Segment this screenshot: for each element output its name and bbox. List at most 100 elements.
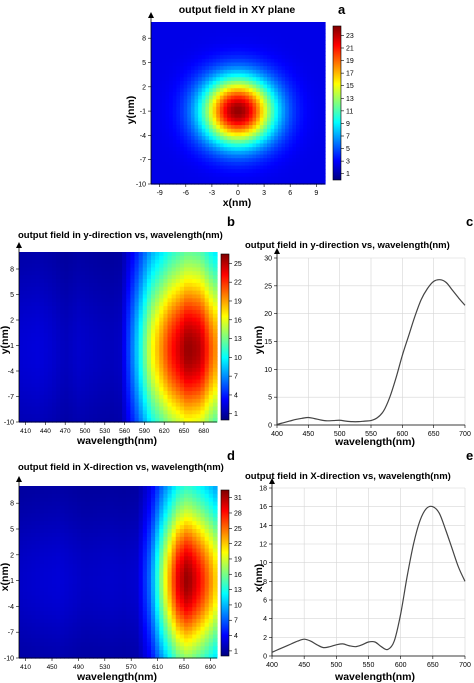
heatmap-cell bbox=[180, 58, 185, 64]
heatmap-cell bbox=[97, 306, 103, 311]
heatmap-cell bbox=[180, 180, 185, 185]
heatmap-cell bbox=[208, 489, 214, 495]
heatmap-cell bbox=[288, 132, 293, 137]
heatmap-cell bbox=[43, 333, 49, 338]
heatmap-cell bbox=[23, 313, 28, 319]
heatmap-cell bbox=[317, 80, 322, 86]
heatmap-cell bbox=[85, 418, 90, 423]
heatmap-cell bbox=[281, 25, 286, 30]
heatmap-cell bbox=[158, 106, 163, 111]
heatmap-cell bbox=[19, 402, 24, 408]
heatmap-cell bbox=[288, 88, 293, 93]
heatmap-cell bbox=[155, 294, 160, 299]
heatmap-cell bbox=[317, 22, 322, 27]
heatmap-cell bbox=[171, 513, 177, 518]
heatmap-cell bbox=[154, 132, 159, 137]
heatmap-cell bbox=[19, 525, 24, 530]
heatmap-cell bbox=[192, 493, 197, 499]
heatmap-cell bbox=[175, 398, 181, 404]
heatmap-cell bbox=[97, 383, 103, 388]
heatmap-cell bbox=[179, 302, 185, 307]
heatmap-cell bbox=[101, 410, 107, 415]
heatmap-cell bbox=[252, 73, 257, 78]
heatmap-cell bbox=[241, 88, 246, 93]
heatmap-cell bbox=[179, 271, 185, 276]
heatmap-cell bbox=[35, 505, 41, 511]
heatmap-cell bbox=[292, 69, 297, 75]
heatmap-cell bbox=[151, 414, 156, 419]
heatmap-cell bbox=[245, 161, 250, 167]
heatmap-cell bbox=[151, 33, 156, 38]
heatmap-cell bbox=[52, 290, 57, 296]
heatmap-cell bbox=[151, 505, 156, 511]
heatmap-cell bbox=[256, 80, 261, 86]
heatmap-cell bbox=[241, 150, 246, 156]
heatmap-cell bbox=[310, 117, 315, 123]
heatmap-cell bbox=[154, 95, 159, 100]
panel-a-title: output field in XY plane bbox=[179, 4, 296, 16]
heatmap-cell bbox=[146, 383, 152, 388]
heatmap-cell bbox=[179, 317, 185, 323]
heatmap-cell bbox=[183, 22, 188, 27]
heatmap-cell bbox=[216, 95, 221, 100]
heatmap-cell bbox=[285, 33, 290, 38]
heatmap-cell bbox=[142, 340, 148, 346]
heatmap-cell bbox=[184, 352, 189, 357]
heatmap-cell bbox=[93, 356, 98, 361]
heatmap-cell bbox=[19, 271, 24, 276]
heatmap-cell bbox=[306, 62, 312, 67]
heatmap-cell bbox=[23, 402, 28, 408]
heatmap-cell bbox=[201, 36, 206, 42]
heatmap-cell bbox=[198, 132, 203, 137]
heatmap-cell bbox=[60, 379, 65, 384]
heatmap-cell bbox=[238, 44, 243, 49]
heatmap-cell bbox=[317, 132, 322, 137]
heatmap-cell bbox=[171, 329, 177, 334]
heatmap-cell bbox=[190, 80, 196, 86]
heatmap-cell bbox=[190, 88, 196, 93]
heatmap-cell bbox=[154, 121, 159, 126]
heatmap-cell bbox=[317, 103, 322, 108]
heatmap-cell bbox=[200, 321, 206, 327]
heatmap-cell bbox=[234, 77, 239, 82]
heatmap-cell bbox=[169, 158, 174, 163]
heatmap-cell bbox=[163, 325, 169, 330]
heatmap-cell bbox=[126, 486, 131, 491]
heatmap-cell bbox=[68, 294, 74, 299]
heatmap-cell bbox=[208, 259, 214, 265]
heatmap-cell bbox=[256, 161, 261, 167]
heatmap-cell bbox=[314, 114, 319, 119]
heatmap-cell bbox=[216, 44, 221, 49]
heatmap-cell bbox=[126, 356, 131, 361]
heatmap-cell bbox=[204, 509, 210, 514]
heatmap-cell bbox=[134, 486, 140, 491]
heatmap-cell bbox=[85, 298, 90, 303]
heatmap-cell bbox=[194, 117, 199, 123]
heatmap-cell bbox=[176, 110, 181, 115]
heatmap-cell bbox=[263, 77, 268, 82]
heatmap-cell bbox=[216, 147, 221, 152]
heatmap-cell bbox=[200, 286, 206, 292]
heatmap-cell bbox=[169, 44, 174, 49]
heatmap-cell bbox=[234, 66, 239, 71]
heatmap-cell bbox=[39, 306, 45, 311]
heatmap-cell bbox=[35, 356, 41, 361]
heatmap-cell bbox=[296, 95, 301, 100]
heatmap-cell bbox=[134, 375, 140, 381]
heatmap-cell bbox=[292, 132, 297, 137]
heatmap-cell bbox=[188, 286, 193, 292]
heatmap-cell bbox=[43, 414, 49, 419]
heatmap-cell bbox=[241, 158, 246, 163]
heatmap-cell bbox=[212, 36, 217, 42]
heatmap-cell bbox=[39, 259, 45, 265]
heatmap-cell bbox=[292, 158, 297, 163]
heatmap-cell bbox=[56, 282, 61, 288]
heatmap-cell bbox=[161, 117, 167, 123]
heatmap-cell bbox=[122, 360, 127, 365]
heatmap-cell bbox=[47, 306, 53, 311]
heatmap-cell bbox=[274, 25, 279, 30]
heatmap-cell bbox=[165, 169, 170, 174]
heatmap-cell bbox=[285, 114, 290, 119]
heatmap-cell bbox=[201, 136, 206, 141]
heatmap-cell bbox=[179, 379, 185, 384]
